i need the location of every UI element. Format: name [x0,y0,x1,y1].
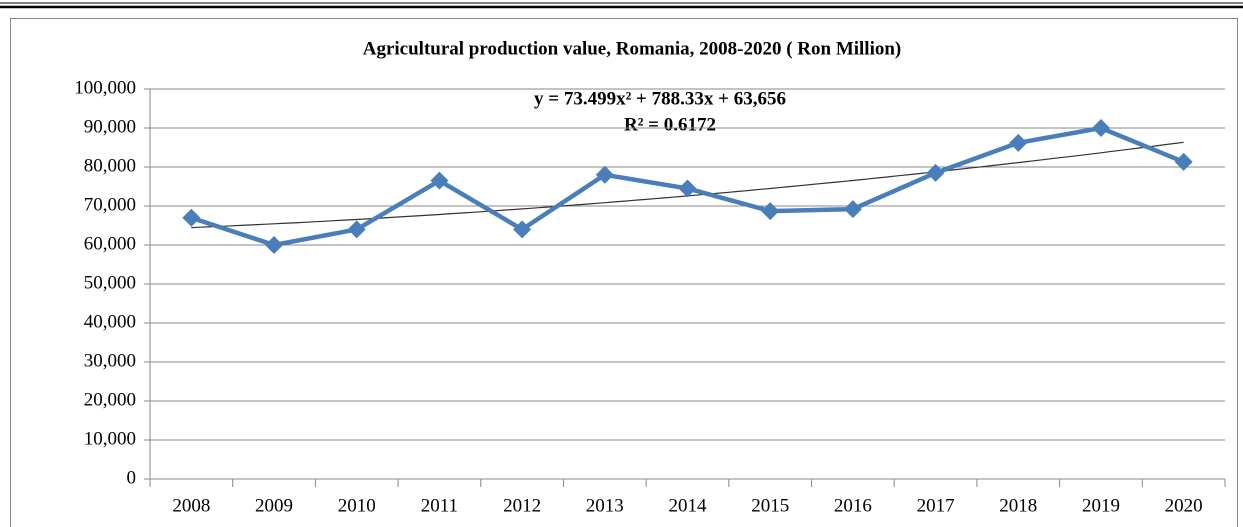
x-tick-label: 2009 [255,495,293,516]
x-tick-label: 2019 [1082,495,1120,516]
data-point [430,171,449,190]
x-tick-label: 2012 [503,495,541,516]
y-tick-label: 70,000 [84,194,136,215]
x-tick-label: 2018 [999,495,1037,516]
data-point [1009,133,1028,152]
data-point [182,208,201,227]
x-tick-label: 2008 [172,495,210,516]
y-tick-label: 50,000 [84,272,136,293]
x-tick-label: 2010 [338,495,376,516]
x-tick-label: 2014 [669,495,708,516]
data-point [843,200,862,219]
data-point [1174,152,1193,171]
x-tick-label: 2016 [834,495,872,516]
data-point [1091,119,1110,137]
data-point [761,202,780,221]
data-point [678,179,697,198]
y-tick-label: 20,000 [84,389,136,410]
y-tick-label: 100,000 [74,77,136,98]
y-tick-label: 90,000 [84,116,136,137]
y-tick-label: 60,000 [84,233,136,254]
trend-r-squared: R² = 0.6172 [624,114,716,135]
x-tick-label: 2017 [917,495,955,516]
y-tick-label: 0 [127,467,137,488]
x-tick-label: 2015 [751,495,789,516]
trend-equation: y = 73.499x² + 788.33x + 63,656 [534,88,786,109]
data-point [347,220,366,239]
x-tick-label: 2020 [1165,495,1203,516]
y-tick-label: 80,000 [84,155,136,176]
data-point [926,163,945,182]
chart-frame [10,18,1238,527]
y-tick-label: 40,000 [84,311,136,332]
x-tick-label: 2013 [586,495,624,516]
y-tick-label: 30,000 [84,350,136,371]
data-point [265,236,284,254]
chart-title: Agricultural production value, Romania, … [363,38,902,59]
x-tick-label: 2011 [421,495,458,516]
data-point [513,220,532,239]
y-tick-label: 10,000 [84,428,136,449]
data-point [595,165,614,184]
